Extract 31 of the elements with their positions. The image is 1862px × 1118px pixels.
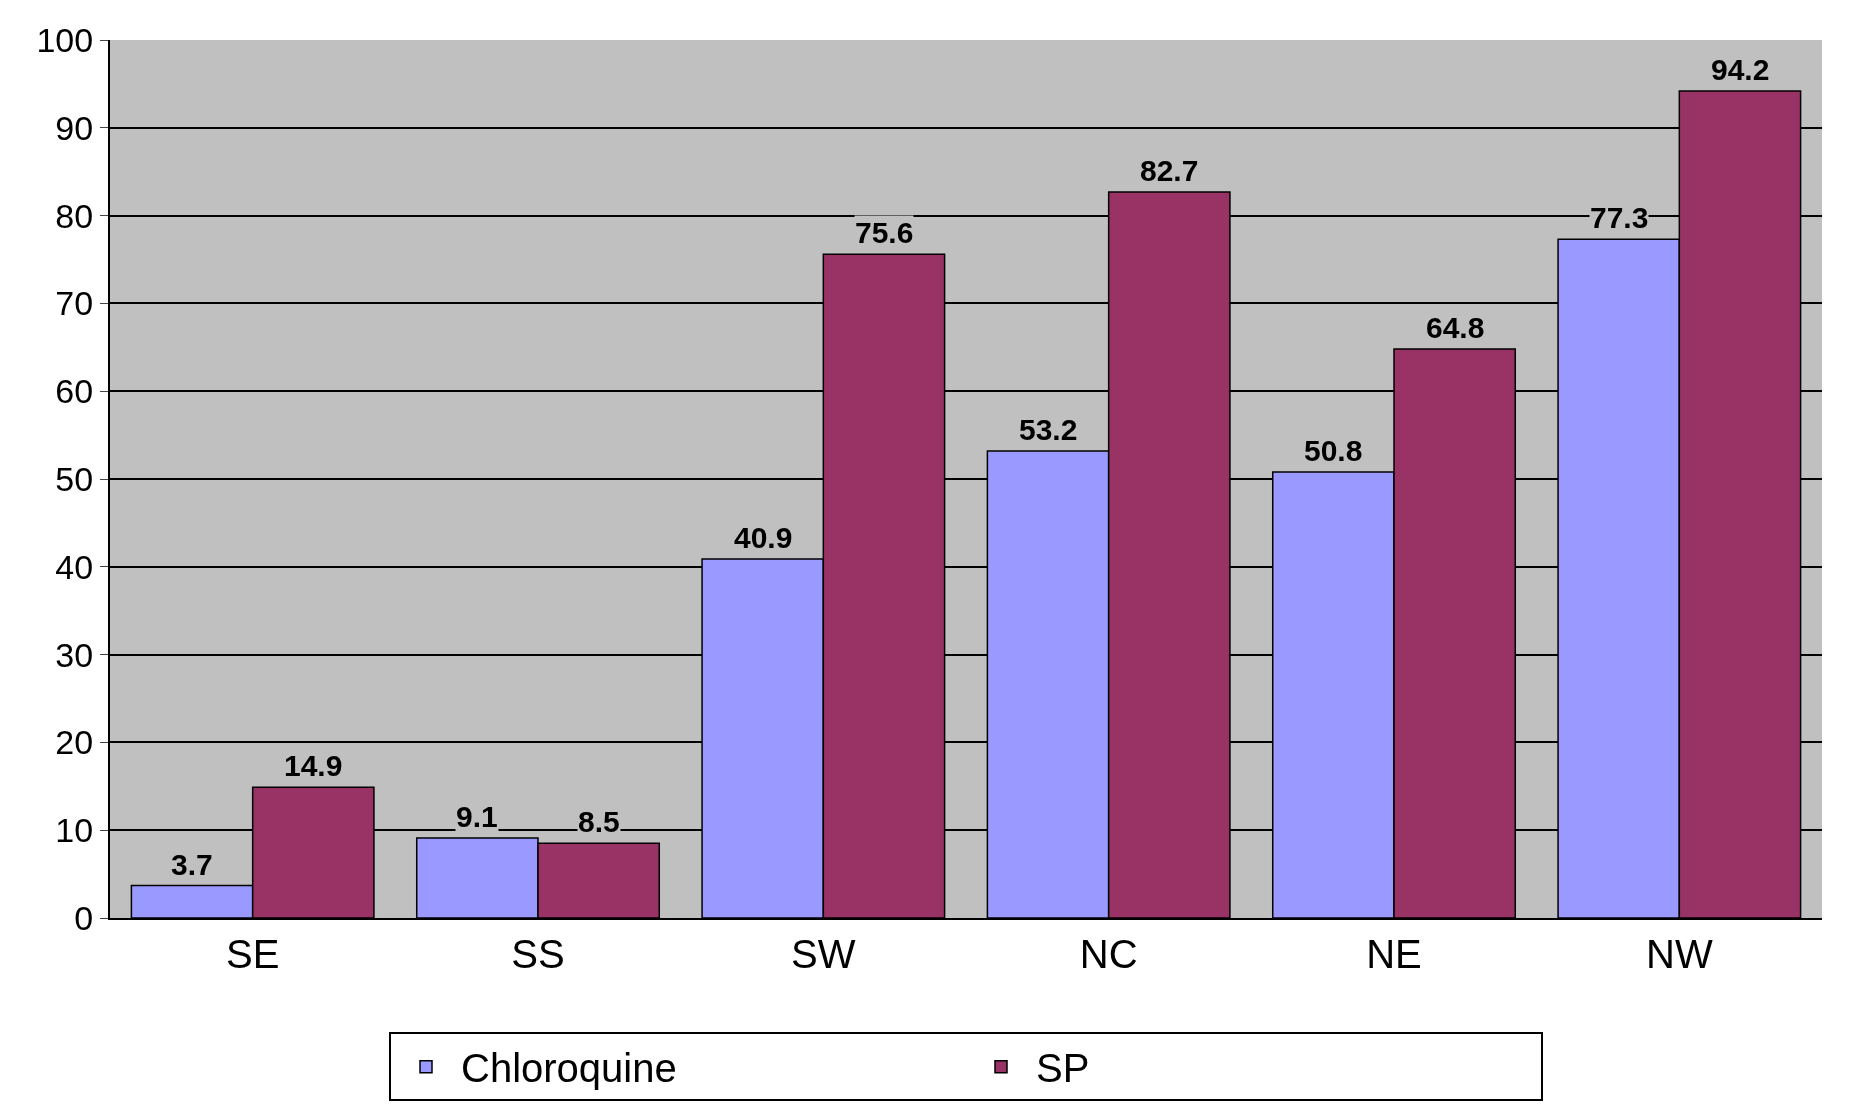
y-tick-label: 100: [36, 20, 94, 59]
data-label: 94.2: [1711, 53, 1770, 86]
x-tick-label: SE: [225, 932, 280, 976]
y-tick-label: 90: [55, 108, 94, 147]
data-label: 82.7: [1140, 154, 1199, 187]
data-label: 8.5: [578, 805, 620, 838]
x-tick-label: SW: [791, 932, 856, 976]
legend-label: SP: [1036, 1046, 1090, 1091]
data-label: 64.8: [1426, 311, 1485, 344]
y-tick-label: 30: [55, 635, 94, 674]
y-tick-label: 80: [55, 196, 94, 235]
y-tick-label: 60: [55, 372, 94, 411]
y-tick-label: 50: [55, 459, 94, 498]
data-label: 50.8: [1304, 434, 1363, 467]
x-tick-label: SS: [511, 932, 565, 976]
y-tick-label: 10: [55, 811, 94, 850]
data-label: 14.9: [284, 749, 343, 782]
legend-label: Chloroquine: [461, 1046, 677, 1091]
data-label: 9.1: [456, 800, 498, 833]
x-tick-label: NE: [1366, 932, 1422, 976]
y-tick-label: 40: [55, 547, 94, 586]
y-tick-label: 70: [55, 284, 94, 323]
data-label: 40.9: [734, 521, 793, 554]
data-label: 77.3: [1590, 201, 1649, 234]
data-label: 3.7: [171, 848, 213, 881]
data-label: 53.2: [1019, 413, 1078, 446]
x-tick-label: NC: [1079, 932, 1138, 976]
x-tick-label: NW: [1646, 932, 1713, 976]
data-label: 75.6: [855, 216, 914, 249]
y-tick-label: 20: [55, 723, 94, 762]
y-tick-label: 0: [74, 898, 94, 937]
